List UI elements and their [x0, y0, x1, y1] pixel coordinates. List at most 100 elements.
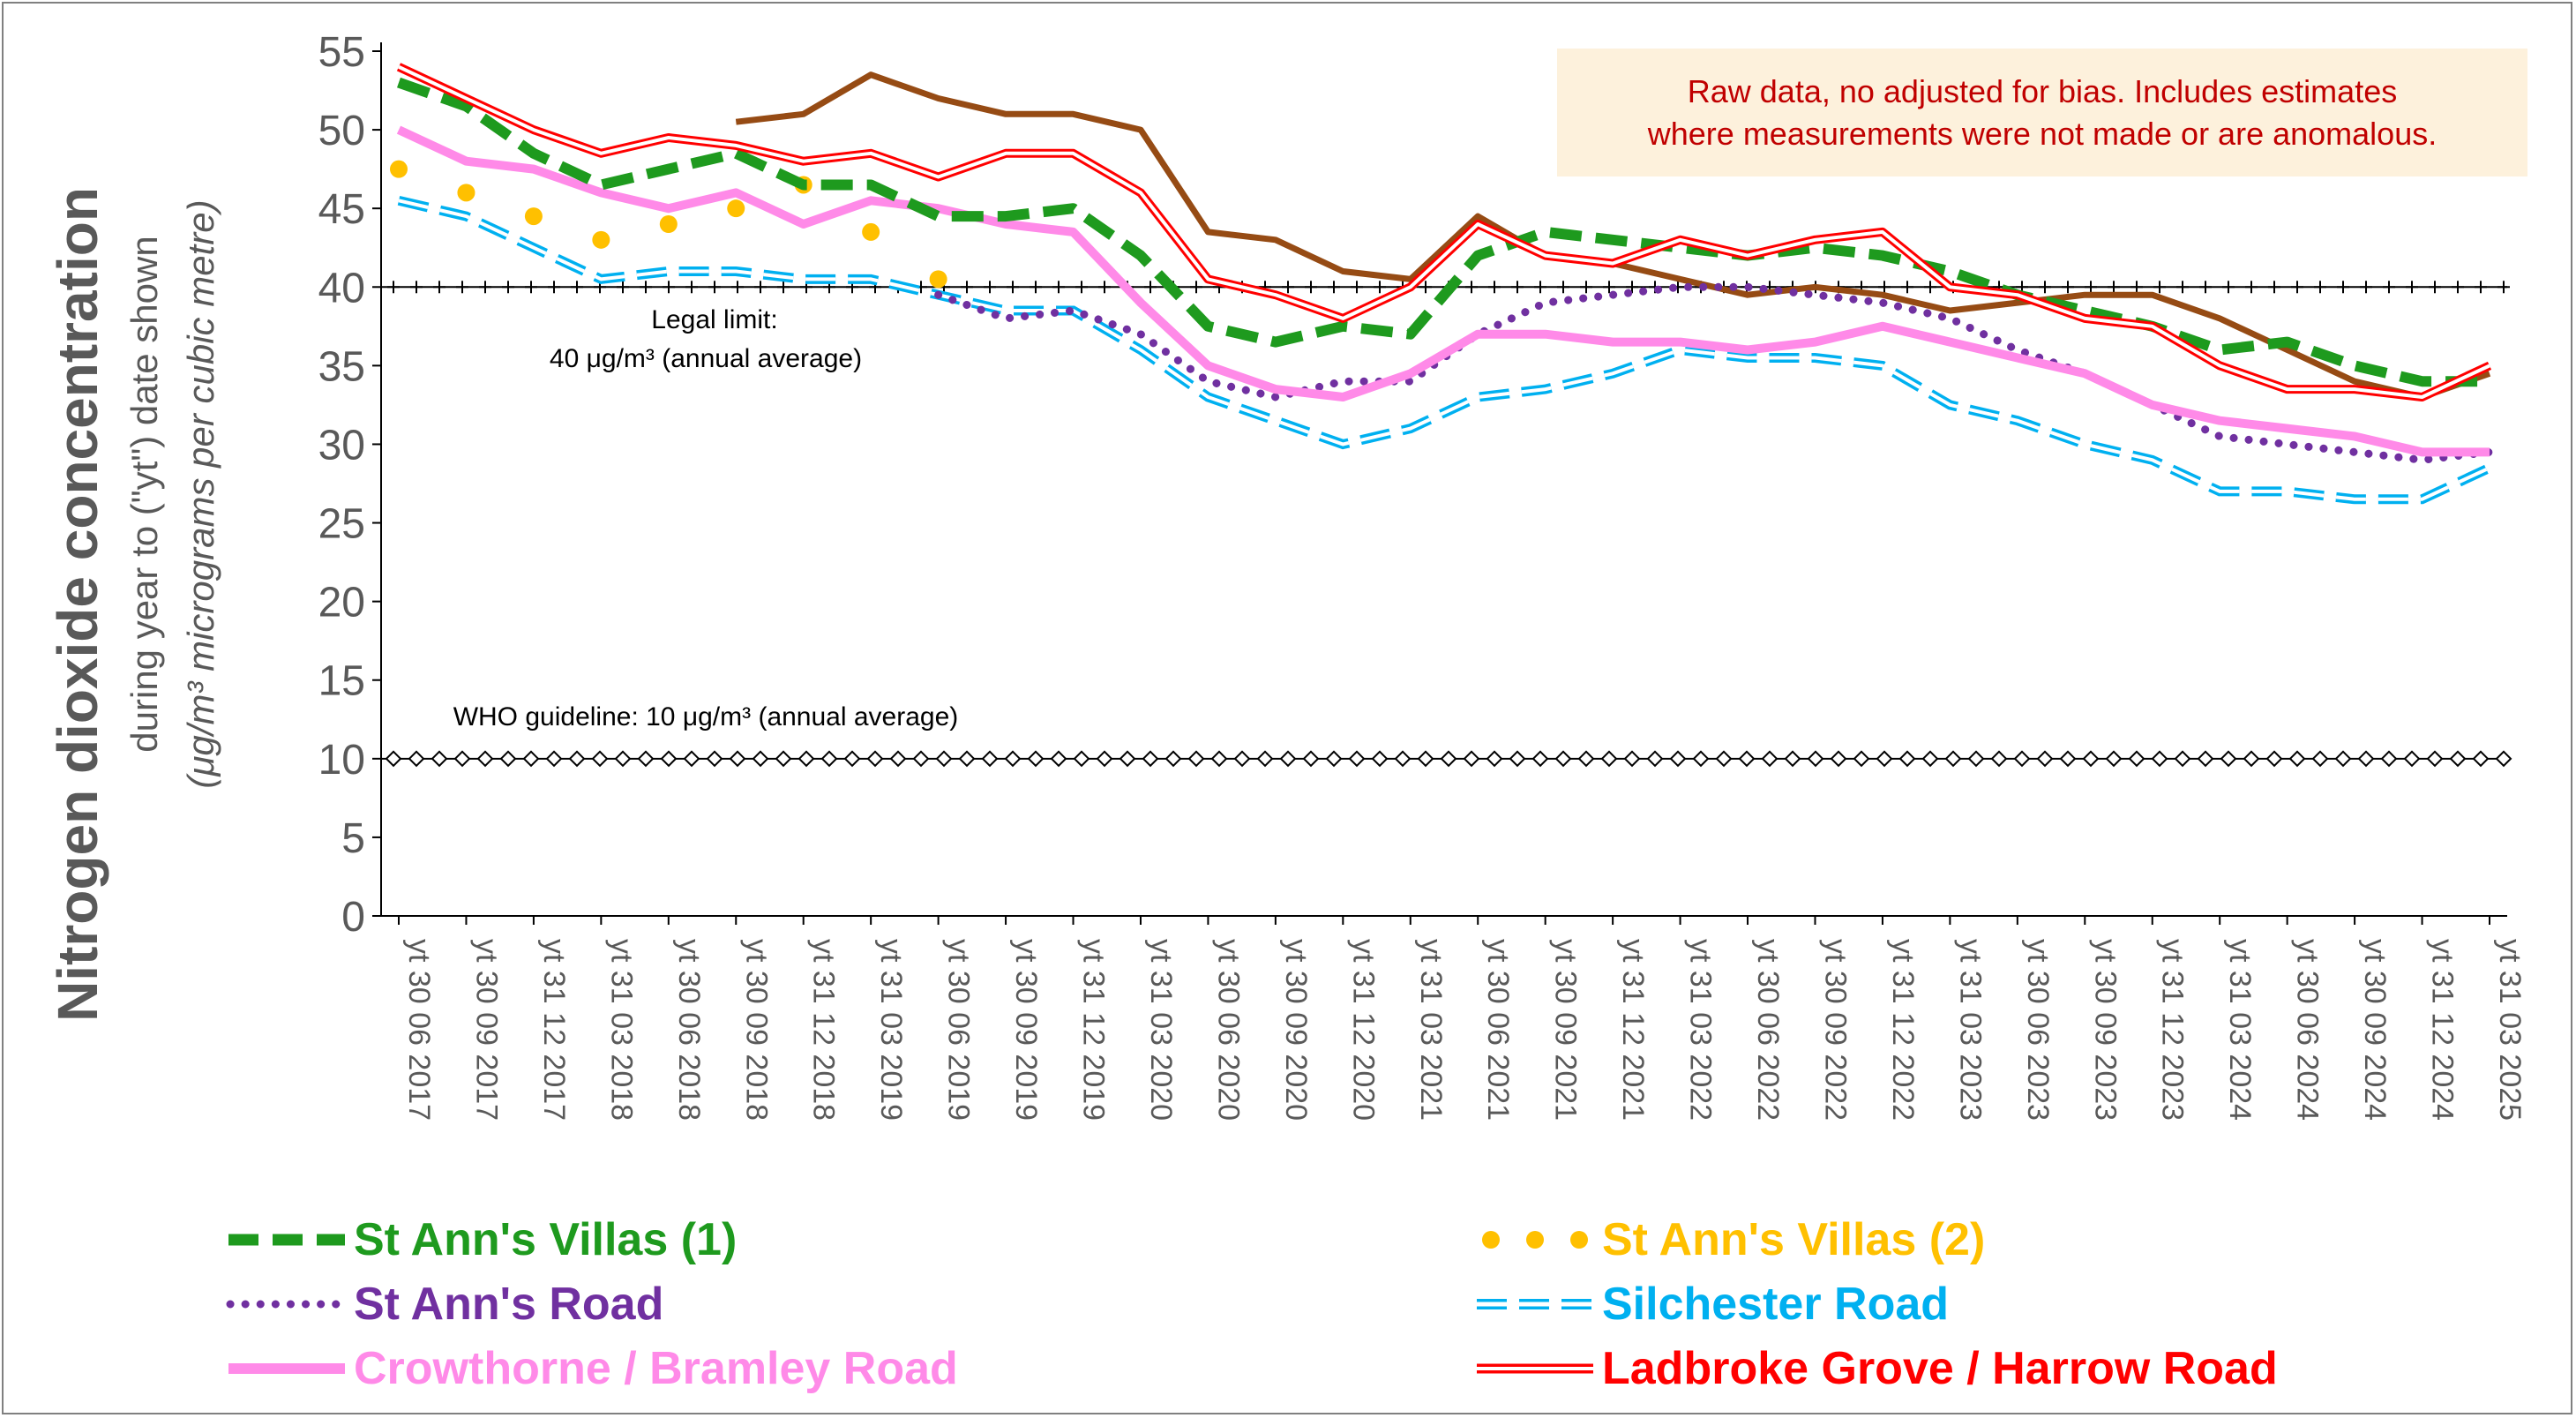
- x-tick-label: yt 30 06 2019: [942, 939, 976, 1121]
- legend-swatch-small-dots-icon: [226, 1300, 348, 1309]
- who-diamond-marker: [2426, 750, 2444, 768]
- x-tick-label: yt 31 03 2024: [2223, 939, 2257, 1121]
- who-diamond-marker: [981, 750, 999, 768]
- who-diamond-marker: [1256, 750, 1274, 768]
- data-series: [390, 63, 2494, 505]
- x-tick-label: yt 30 09 2024: [2358, 939, 2392, 1121]
- who-diamond-marker: [1486, 750, 1503, 768]
- y-tick-labels: 0 5 10 15 20 25 30 35 40 45 50 55: [318, 29, 381, 941]
- legend-item-ladbroke-grove-harrow-road: Ladbroke Grove / Harrow Road: [1473, 1338, 2278, 1399]
- legend-item-crowthorne-bramley-road: Crowthorne / Bramley Road: [225, 1338, 958, 1399]
- x-tick-label: yt 31 12 2019: [1077, 939, 1111, 1121]
- data-point: [457, 184, 476, 202]
- legend-item-st-anns-villas-2: St Ann's Villas (2): [1473, 1209, 1985, 1271]
- who-diamond-marker: [1554, 750, 1572, 768]
- who-diamond-marker: [1164, 750, 1182, 768]
- legal-limit-label-1: Legal limit:: [651, 305, 777, 334]
- who-diamond-marker: [2013, 750, 2031, 768]
- series-line-inner: [398, 199, 2490, 501]
- series-st-ann-s-villas-2-: [390, 160, 947, 289]
- legend-item-silchester-road: Silchester Road: [1473, 1273, 1949, 1335]
- who-diamond-marker: [1853, 750, 1870, 768]
- x-tick-label: yt 30 09 2018: [739, 939, 773, 1121]
- x-tick-label: yt 31 03 2022: [1684, 939, 1718, 1121]
- data-point: [727, 199, 745, 218]
- who-diamond-marker: [614, 750, 632, 768]
- who-diamond-marker: [2334, 750, 2352, 768]
- who-diamond-marker: [729, 750, 746, 768]
- y-axis-title: Nitrogen dioxide concentration: [46, 187, 109, 1022]
- who-diamond-marker: [1623, 750, 1641, 768]
- x-tick-label: yt 30 06 2018: [672, 939, 706, 1121]
- who-diamond-marker: [1027, 750, 1045, 768]
- who-diamond-marker: [1784, 750, 1801, 768]
- who-diamond-marker: [637, 750, 655, 768]
- who-diamond-marker: [1921, 750, 1939, 768]
- legend-label: Ladbroke Grove / Harrow Road: [1602, 1343, 2278, 1394]
- legend-label: St Ann's Villas (1): [354, 1214, 738, 1265]
- legal-limit-label-2: 40 μg/m³ (annual average): [550, 344, 862, 373]
- who-diamond-marker: [408, 750, 425, 768]
- who-diamond-marker: [2311, 750, 2329, 768]
- who-guideline-label: WHO guideline: 10 μg/m³ (annual average): [453, 702, 959, 732]
- y-tick-label: 55: [318, 29, 365, 76]
- who-diamond-marker: [1876, 750, 1893, 768]
- who-diamond-marker: [545, 750, 563, 768]
- who-diamond-marker: [1531, 750, 1549, 768]
- who-diamond-marker: [2105, 750, 2123, 768]
- who-diamond-marker: [1967, 750, 1985, 768]
- series-silchester-road: [397, 195, 2492, 505]
- x-tick-label: yt 31 03 2023: [1953, 939, 1987, 1121]
- who-diamond-marker: [775, 750, 792, 768]
- x-tick-label: yt 30 09 2017: [469, 939, 503, 1121]
- legend-item-st-anns-road: St Ann's Road: [225, 1273, 663, 1335]
- legend-swatch-double-line-icon: [1477, 1363, 1593, 1374]
- who-diamond-marker: [2036, 750, 2054, 768]
- data-point: [592, 230, 610, 249]
- who-diamond-marker: [935, 750, 953, 768]
- who-diamond-marker: [2243, 750, 2260, 768]
- y-tick-label: 40: [318, 265, 365, 311]
- series-crowthorne-bramley-road: [396, 125, 2490, 457]
- who-diamond-marker: [431, 750, 448, 768]
- who-diamond-marker: [2059, 750, 2077, 768]
- who-diamond-marker: [1807, 750, 1824, 768]
- x-tick-label: yt 30 06 2017: [402, 939, 436, 1121]
- who-diamond-marker: [2380, 750, 2398, 768]
- who-diamond-marker: [1073, 750, 1090, 768]
- x-tick-label: yt 31 12 2018: [807, 939, 841, 1121]
- legend-swatch-double-dash-icon: [1477, 1299, 1593, 1309]
- y-tick-label: 50: [318, 108, 365, 154]
- who-diamond-marker: [1463, 750, 1480, 768]
- who-diamond-marker: [2357, 750, 2375, 768]
- who-diamond-marker: [889, 750, 907, 768]
- x-tick-label: yt 30 09 2022: [1818, 939, 1852, 1121]
- who-diamond-marker: [1119, 750, 1136, 768]
- x-tick-label: yt 30 06 2023: [2021, 939, 2055, 1121]
- who-diamond-marker: [1738, 750, 1756, 768]
- x-tick-label: yt 31 12 2022: [1886, 939, 1920, 1121]
- who-diamond-marker: [2472, 750, 2490, 768]
- who-diamond-marker: [1096, 750, 1113, 768]
- x-tick-label: yt 31 03 2019: [874, 939, 908, 1121]
- legend-swatch-solid-icon: [228, 1363, 345, 1374]
- who-diamond-marker: [1050, 750, 1067, 768]
- y-axis-subtitle-1: during year to ("yt") date shown: [124, 236, 165, 752]
- series-line-inner: [398, 64, 2490, 399]
- x-tick-label: yt 30 09 2023: [2088, 939, 2122, 1121]
- who-diamond-marker: [683, 750, 700, 768]
- who-diamond-marker: [1577, 750, 1595, 768]
- who-diamond-marker: [843, 750, 861, 768]
- x-tick-label: yt 31 12 2021: [1616, 939, 1650, 1121]
- series-line: [934, 282, 2494, 464]
- legend-label: St Ann's Road: [354, 1279, 664, 1330]
- who-diamond-marker: [1898, 750, 1916, 768]
- who-diamond-marker: [912, 750, 930, 768]
- who-diamond-marker: [499, 750, 517, 768]
- x-tick-label: yt 31 03 2020: [1144, 939, 1178, 1121]
- who-diamond-marker: [2197, 750, 2214, 768]
- series-ladbroke-grove-harrow-road: [396, 63, 2492, 401]
- who-diamond-marker: [1371, 750, 1389, 768]
- y-tick-label: 5: [341, 815, 365, 862]
